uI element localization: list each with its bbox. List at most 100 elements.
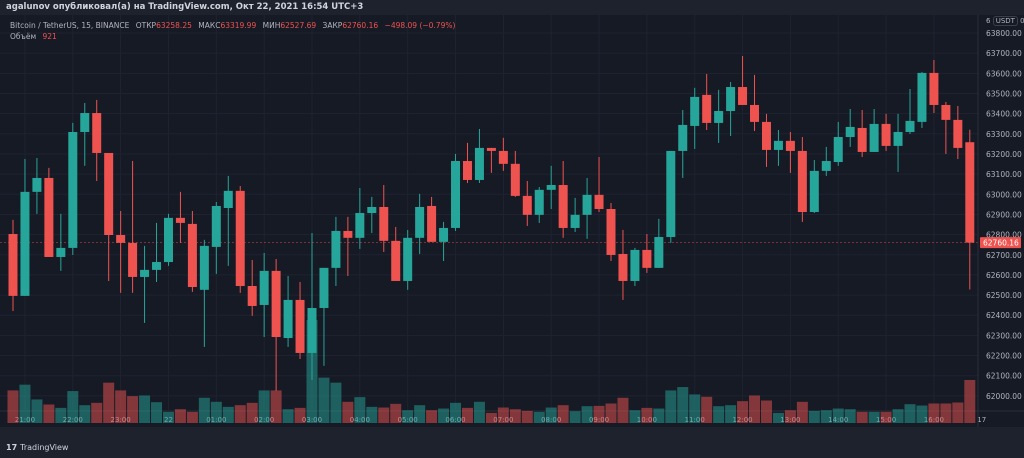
volume-bar (940, 403, 952, 423)
candle-body[interactable] (654, 237, 664, 268)
candle-body[interactable] (797, 150, 807, 213)
candle-body[interactable] (92, 113, 102, 153)
candle-body[interactable] (761, 121, 771, 150)
candle-body[interactable] (845, 126, 855, 138)
candle-body[interactable] (415, 206, 425, 238)
candle-body[interactable] (307, 307, 317, 353)
candle-body[interactable] (642, 249, 652, 268)
candle-body[interactable] (953, 119, 963, 148)
candle-body[interactable] (785, 140, 795, 151)
candle-body[interactable] (714, 111, 724, 123)
candle-body[interactable] (211, 205, 221, 247)
volume-bar (139, 395, 151, 423)
candle-body[interactable] (857, 127, 867, 152)
candle-body[interactable] (678, 124, 688, 151)
tradingview-footer: 17 TradingView (6, 443, 68, 452)
candle-body[interactable] (558, 185, 568, 228)
candle-body[interactable] (175, 217, 185, 223)
candle-body[interactable] (546, 185, 556, 190)
candle-body[interactable] (32, 177, 42, 192)
candle-body[interactable] (427, 205, 437, 242)
candle-body[interactable] (235, 190, 245, 287)
price-tick-label: 62300.00 (986, 331, 1022, 340)
candle-body[interactable] (534, 189, 544, 215)
candle-body[interactable] (343, 230, 353, 238)
candle-body[interactable] (451, 161, 461, 228)
candle-body[interactable] (498, 150, 508, 164)
candle-body[interactable] (917, 72, 927, 122)
candle-body[interactable] (510, 163, 520, 196)
volume-bar (880, 411, 892, 423)
candle-body[interactable] (295, 299, 305, 353)
volume-label[interactable]: Объём (10, 32, 37, 41)
candle-body[interactable] (68, 131, 78, 248)
volume-bar (222, 406, 234, 423)
symbol-title[interactable]: Bitcoin / TetherUS, 15, BINANCE (10, 21, 130, 30)
candle-body[interactable] (929, 72, 939, 105)
currency-unit-button[interactable]: USDT (992, 16, 1018, 26)
candle-body[interactable] (965, 142, 975, 243)
candle-body[interactable] (44, 177, 54, 257)
candle-body[interactable] (331, 230, 341, 268)
volume-bar (246, 402, 258, 423)
last-price-tag (980, 237, 1021, 249)
candle-body[interactable] (20, 191, 30, 296)
candle-body[interactable] (140, 269, 150, 277)
candle-body[interactable] (618, 253, 628, 281)
candle-body[interactable] (355, 213, 365, 238)
candle-body[interactable] (152, 262, 162, 270)
candle-body[interactable] (259, 270, 269, 305)
candle-body[interactable] (690, 96, 700, 126)
candle-body[interactable] (522, 195, 532, 215)
candle-body[interactable] (403, 237, 413, 281)
candle-body[interactable] (104, 152, 114, 236)
volume-bar (258, 390, 270, 423)
candle-body[interactable] (486, 147, 496, 151)
candle-body[interactable] (773, 140, 783, 150)
chart-area[interactable]: 63800.00 63700.00 63600.00 63500.00 63400.00… (0, 15, 1024, 427)
candle-body[interactable] (630, 249, 640, 281)
candle-body[interactable] (319, 267, 329, 308)
candle-body[interactable] (247, 286, 257, 306)
candle-body[interactable] (893, 131, 903, 146)
candle-body[interactable] (187, 223, 197, 288)
candle-body[interactable] (582, 194, 592, 215)
candlestick-chart[interactable]: 63800.00 63700.00 63600.00 63500.00 63400.00… (0, 15, 1024, 427)
candle-body[interactable] (594, 194, 604, 209)
candle-body[interactable] (56, 247, 66, 257)
candle-body[interactable] (80, 113, 90, 132)
candle-body[interactable] (199, 245, 209, 290)
candle-body[interactable] (163, 217, 173, 263)
volume-bar (210, 401, 222, 423)
candle-body[interactable] (570, 214, 580, 228)
candle-body[interactable] (821, 161, 831, 171)
candle-body[interactable] (869, 123, 879, 152)
candle-body[interactable] (750, 104, 760, 122)
volume-bar (186, 411, 198, 423)
candle-body[interactable] (128, 242, 138, 277)
candle-body[interactable] (881, 123, 891, 146)
volume-bar (461, 407, 473, 423)
candle-body[interactable] (379, 206, 389, 241)
candle-body[interactable] (462, 161, 472, 180)
candle-body[interactable] (941, 104, 951, 120)
volume-bar (521, 410, 533, 423)
candle-body[interactable] (367, 206, 377, 214)
candle-body[interactable] (8, 233, 18, 296)
candle-body[interactable] (606, 208, 616, 255)
candle-body[interactable] (726, 87, 736, 112)
candle-body[interactable] (833, 137, 843, 163)
candle-body[interactable] (283, 299, 293, 339)
candle-body[interactable] (439, 227, 449, 242)
candle-body[interactable] (905, 120, 915, 132)
candle-body[interactable] (271, 270, 281, 338)
candle-body[interactable] (474, 147, 484, 180)
candle-body[interactable] (116, 235, 126, 243)
price-axis-unit[interactable]: 6 USDT 0 (986, 16, 1024, 26)
candle-body[interactable] (738, 87, 748, 105)
candle-body[interactable] (702, 94, 712, 123)
candle-body[interactable] (223, 190, 233, 208)
candle-body[interactable] (391, 240, 401, 281)
candle-body[interactable] (809, 170, 819, 213)
candle-body[interactable] (666, 150, 676, 238)
